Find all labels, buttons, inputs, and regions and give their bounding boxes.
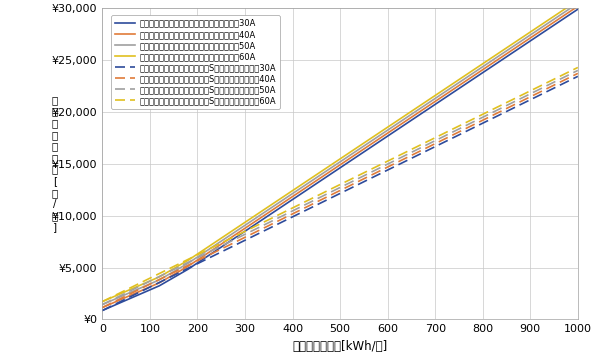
Line: エルピオでんき　スタンダードSプラン　契約容量：30A: エルピオでんき スタンダードSプラン 契約容量：30A [103,76,578,311]
よりそう＋ファミリーバリュー　契約容量：60A [272,200,280,204]
エルピオでんき　スタンダードSプラン　契約容量：60A [534,85,541,90]
エルピオでんき　スタンダードSプラン　契約容量：50A [356,176,363,180]
よりそう＋ファミリーバリュー　契約容量：40A [272,206,280,210]
よりそう＋ファミリーバリュー　契約容量：60A [575,0,582,2]
よりそう＋ファミリーバリュー　契約容量：30A [299,191,306,195]
エルピオでんき　スタンダードSプラン　契約容量：40A [534,91,541,95]
よりそう＋ファミリーバリュー　契約容量：30A [272,208,280,213]
Legend: よりそう＋ファミリーバリュー　契約容量：30A, よりそう＋ファミリーバリュー　契約容量：40A, よりそう＋ファミリーバリュー　契約容量：50A, よりそう＋: よりそう＋ファミリーバリュー 契約容量：30A, よりそう＋ファミリーバリュー … [111,15,280,109]
よりそう＋ファミリーバリュー　契約容量：50A [101,301,108,306]
エルピオでんき　スタンダードSプラン　契約容量：50A [534,88,541,92]
よりそう＋ファミリーバリュー　契約容量：30A [142,290,149,294]
エルピオでんき　スタンダードSプラン　契約容量：50A [299,204,306,208]
エルピオでんき　スタンダードSプラン　契約容量：60A [99,300,106,304]
エルピオでんき　スタンダードSプラン　契約容量：40A [299,207,306,211]
よりそう＋ファミリーバリュー　契約容量：50A [534,28,541,32]
エルピオでんき　スタンダードSプラン　契約容量：40A [272,220,280,224]
X-axis label: 月間電力使用量[kWh/月]: 月間電力使用量[kWh/月] [293,340,388,353]
よりそう＋ファミリーバリュー　契約容量：40A [142,287,149,291]
エルピオでんき　スタンダードSプラン　契約容量：30A [272,223,280,227]
よりそう＋ファミリーバリュー　契約容量：50A [99,302,106,307]
エルピオでんき　スタンダードSプラン　契約容量：30A [575,74,582,79]
Line: よりそう＋ファミリーバリュー　契約容量：60A: よりそう＋ファミリーバリュー 契約容量：60A [103,0,578,302]
エルピオでんき　スタンダードSプラン　契約容量：50A [272,217,280,221]
エルピオでんき　スタンダードSプラン　契約容量：30A [534,94,541,99]
エルピオでんき　スタンダードSプラン　契約容量：40A [142,284,149,288]
よりそう＋ファミリーバリュー　契約容量：40A [575,4,582,9]
よりそう＋ファミリーバリュー　契約容量：40A [101,305,108,309]
よりそう＋ファミリーバリュー　契約容量：50A [299,185,306,189]
よりそう＋ファミリーバリュー　契約容量：60A [299,182,306,186]
Line: よりそう＋ファミリーバリュー　契約容量：30A: よりそう＋ファミリーバリュー 契約容量：30A [103,9,578,311]
Line: よりそう＋ファミリーバリュー　契約容量：50A: よりそう＋ファミリーバリュー 契約容量：50A [103,3,578,305]
エルピオでんき　スタンダードSプラン　契約容量：60A [272,214,280,218]
エルピオでんき　スタンダードSプラン　契約容量：60A [101,298,108,303]
よりそう＋ファミリーバリュー　契約容量：30A [356,153,363,157]
エルピオでんき　スタンダードSプラン　契約容量：60A [142,278,149,283]
エルピオでんき　スタンダードSプラン　契約容量：40A [356,179,363,183]
よりそう＋ファミリーバリュー　契約容量：60A [99,300,106,304]
エルピオでんき　スタンダードSプラン　契約容量：50A [575,68,582,72]
よりそう＋ファミリーバリュー　契約容量：60A [142,281,149,285]
よりそう＋ファミリーバリュー　契約容量：50A [142,284,149,288]
よりそう＋ファミリーバリュー　契約容量：60A [356,144,363,149]
よりそう＋ファミリーバリュー　契約容量：40A [534,31,541,35]
エルピオでんき　スタンダードSプラン　契約容量：40A [575,71,582,76]
Line: エルピオでんき　スタンダードSプラン　契約容量：50A: エルピオでんき スタンダードSプラン 契約容量：50A [103,70,578,305]
よりそう＋ファミリーバリュー　契約容量：30A [99,308,106,313]
よりそう＋ファミリーバリュー　契約容量：40A [356,150,363,154]
よりそう＋ファミリーバリュー　契約容量：30A [534,34,541,38]
エルピオでんき　スタンダードSプラン　契約容量：50A [142,281,149,286]
よりそう＋ファミリーバリュー　契約容量：40A [99,305,106,310]
よりそう＋ファミリーバリュー　契約容量：50A [272,202,280,207]
Line: よりそう＋ファミリーバリュー　契約容量：40A: よりそう＋ファミリーバリュー 契約容量：40A [103,6,578,307]
エルピオでんき　スタンダードSプラン　契約容量：30A [101,307,108,312]
エルピオでんき　スタンダードSプラン　契約容量：30A [142,287,149,292]
よりそう＋ファミリーバリュー　契約容量：30A [575,7,582,11]
エルピオでんき　スタンダードSプラン　契約容量：40A [101,304,108,308]
よりそう＋ファミリーバリュー　契約容量：50A [575,1,582,5]
よりそう＋ファミリーバリュー　契約容量：50A [356,147,363,151]
エルピオでんき　スタンダードSプラン　契約容量：60A [575,65,582,70]
エルピオでんき　スタンダードSプラン　契約容量：30A [299,210,306,214]
よりそう＋ファミリーバリュー　契約容量：60A [101,298,108,303]
エルピオでんき　スタンダードSプラン　契約容量：40A [99,305,106,310]
エルピオでんき　スタンダードSプラン　契約容量：30A [356,182,363,186]
Line: エルピオでんき　スタンダードSプラン　契約容量：60A: エルピオでんき スタンダードSプラン 契約容量：60A [103,67,578,302]
よりそう＋ファミリーバリュー　契約容量：60A [534,25,541,29]
エルピオでんき　スタンダードSプラン　契約容量：50A [101,301,108,306]
エルピオでんき　スタンダードSプラン　契約容量：50A [99,302,106,307]
エルピオでんき　スタンダードSプラン　契約容量：30A [99,308,106,313]
エルピオでんき　スタンダードSプラン　契約容量：60A [356,173,363,177]
よりそう＋ファミリーバリュー　契約容量：30A [101,307,108,312]
よりそう＋ファミリーバリュー　契約容量：40A [299,188,306,192]
Line: エルピオでんき　スタンダードSプラン　契約容量：40A: エルピオでんき スタンダードSプラン 契約容量：40A [103,74,578,307]
エルピオでんき　スタンダードSプラン　契約容量：60A [299,201,306,205]
Text: 毎
月
の
電
気
料
金
[
円
/
月
]: 毎 月 の 電 気 料 金 [ 円 / 月 ] [52,95,58,233]
